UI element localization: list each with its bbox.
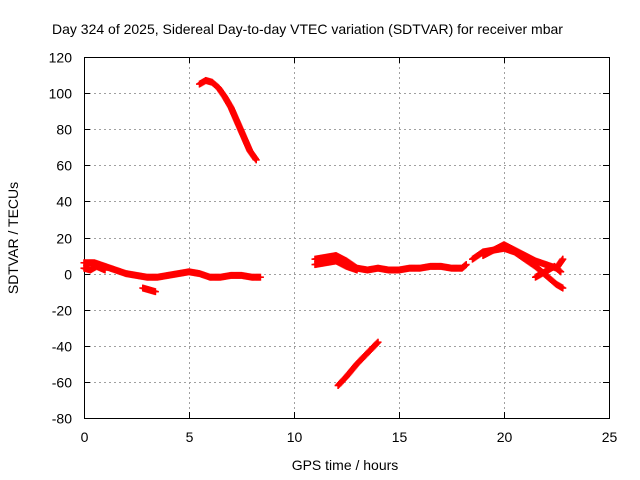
data-marks — [80, 76, 567, 390]
x-tick-label: 25 — [602, 429, 618, 445]
x-tick-label: 10 — [287, 429, 303, 445]
y-tick-label: 20 — [56, 231, 72, 247]
x-tick-label: 5 — [186, 429, 194, 445]
data-point — [559, 255, 567, 263]
data-point — [374, 338, 382, 346]
y-tick-label: -20 — [52, 303, 72, 319]
axis-ticks — [84, 57, 610, 419]
data-point — [256, 273, 264, 281]
chart-title: Day 324 of 2025, Sidereal Day-to-day VTE… — [52, 21, 563, 37]
y-tick-labels: -80 -60 -40 -20 0 20 40 60 80 100 120 — [49, 50, 73, 427]
y-tick-label: 60 — [56, 158, 72, 174]
y-tick-label: 0 — [64, 267, 72, 283]
y-tick-label: -80 — [52, 411, 72, 427]
x-tick-labels: 0 5 10 15 20 25 — [81, 429, 618, 445]
y-tick-label: 80 — [56, 122, 72, 138]
x-tick-label: 0 — [81, 429, 89, 445]
x-tick-label: 15 — [392, 429, 408, 445]
x-axis-label: GPS time / hours — [292, 457, 399, 473]
y-tick-label: 120 — [49, 50, 73, 66]
y-tick-label: 40 — [56, 194, 72, 210]
y-axis-label: SDTVAR / TECUs — [5, 182, 21, 294]
data-point-fill — [373, 339, 381, 347]
data-point — [557, 268, 565, 276]
y-tick-label: 100 — [49, 86, 73, 102]
data-point — [462, 261, 470, 269]
data-point — [353, 266, 361, 274]
y-tick-label: -60 — [52, 375, 72, 391]
data-point — [252, 156, 260, 164]
y-tick-label: -40 — [52, 339, 72, 355]
grid — [84, 57, 609, 418]
data-point — [151, 288, 159, 296]
data-point — [101, 266, 109, 274]
x-tick-label: 20 — [497, 429, 513, 445]
data-point — [559, 284, 567, 292]
